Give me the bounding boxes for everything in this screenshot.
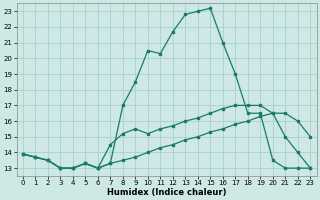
X-axis label: Humidex (Indice chaleur): Humidex (Indice chaleur) — [107, 188, 226, 197]
